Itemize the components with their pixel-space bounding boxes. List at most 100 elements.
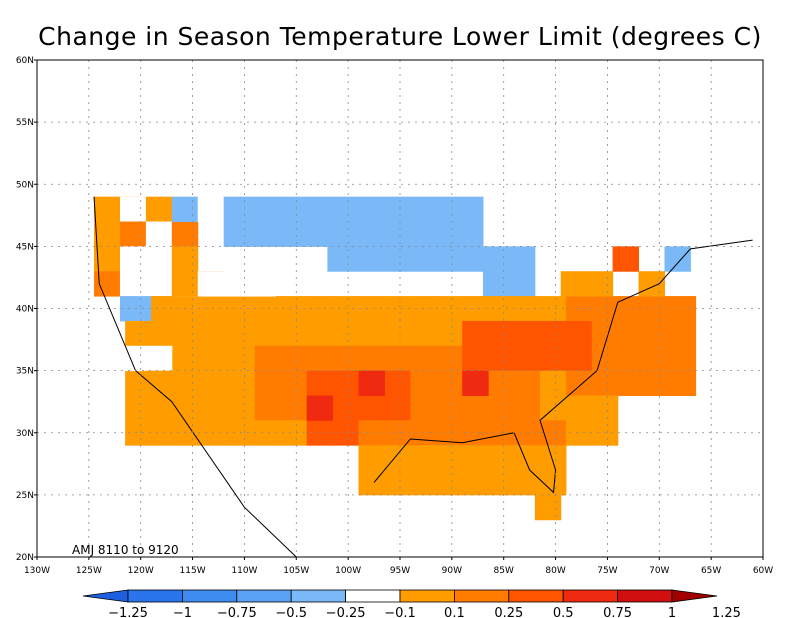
longitude-tick-label: 60W xyxy=(753,566,773,576)
colorbar-swatch xyxy=(508,589,564,603)
grid-cell xyxy=(254,345,282,372)
grid-cell xyxy=(202,320,230,347)
grid-cell xyxy=(358,395,385,421)
grid-cell xyxy=(617,370,645,396)
grid-cell xyxy=(145,221,173,247)
grid-cell xyxy=(384,445,411,471)
grid-cell xyxy=(280,345,308,372)
grid-cell xyxy=(332,320,360,347)
grid-cell xyxy=(145,196,173,223)
gulf-east-coast xyxy=(373,239,753,494)
grid-cell xyxy=(565,320,593,347)
grid-cell xyxy=(171,196,199,223)
colorbar-label: 0.5 xyxy=(553,606,574,618)
colorbar-label: −0.1 xyxy=(384,606,416,618)
grid-cell xyxy=(565,395,593,421)
grid-cell xyxy=(384,470,411,496)
grid-cell xyxy=(358,320,385,347)
grid-cell xyxy=(177,320,204,347)
grid-cell xyxy=(436,345,463,372)
coastlines xyxy=(93,196,753,558)
grid-cell xyxy=(488,320,515,347)
grid-cell xyxy=(462,395,489,421)
map-title: Change in Season Temperature Lower Limit… xyxy=(38,22,762,51)
grid-cell xyxy=(462,445,489,471)
grid-cell xyxy=(488,370,515,396)
grid-cell xyxy=(591,345,619,372)
grid-cell xyxy=(125,320,152,347)
gridlines xyxy=(37,60,763,557)
colorbar-swatch xyxy=(345,589,401,603)
grid-cell xyxy=(488,395,515,421)
colorbar-label: −1 xyxy=(173,606,192,618)
grid-cell xyxy=(249,271,277,297)
colorbar-label: 0.1 xyxy=(444,606,465,618)
grid-cell xyxy=(591,320,619,347)
grid-cell xyxy=(488,445,515,471)
grid-cell xyxy=(514,345,541,372)
grid-cell xyxy=(119,221,147,247)
latitude-tick-label: 35N xyxy=(16,367,34,377)
grid-cell xyxy=(410,470,437,496)
longitude-tick-label: 125W xyxy=(76,566,102,576)
grid-cell xyxy=(280,296,308,322)
grid-cell xyxy=(228,370,256,396)
grid-cell xyxy=(358,445,385,471)
grid-cell xyxy=(280,370,308,396)
grid-cell xyxy=(617,345,645,372)
longitude-tick-label: 100W xyxy=(335,566,361,576)
colorbar-label: 1.25 xyxy=(712,606,741,618)
colorbar-swatch xyxy=(236,589,292,603)
longitude-tick-label: 110W xyxy=(231,566,257,576)
grid-cell xyxy=(612,246,640,272)
longitude-tick-label: 75W xyxy=(597,566,617,576)
latitude-labels: 20N 25N 30N 35N 40N 45N 50N 55N 60N xyxy=(16,56,37,563)
period-label: AMJ 8110 to 9120 xyxy=(72,543,179,557)
grid-cell xyxy=(306,345,334,372)
grid-cell xyxy=(436,395,463,421)
grid-cell xyxy=(332,395,360,421)
grid-cells xyxy=(94,196,697,521)
latitude-tick-label: 20N xyxy=(16,553,34,563)
grid-cell xyxy=(202,370,230,396)
grid-cell xyxy=(228,345,256,372)
grid-cell xyxy=(410,395,437,421)
grid-cell xyxy=(540,320,567,347)
longitude-tick-label: 120W xyxy=(128,566,154,576)
grid-cell xyxy=(151,320,178,347)
grid-cell xyxy=(436,370,463,396)
grid-cell xyxy=(228,420,256,446)
grid-cell xyxy=(560,271,614,297)
grid-cell xyxy=(643,320,671,347)
longitude-tick-label: 80W xyxy=(545,566,565,576)
latitude-tick-label: 55N xyxy=(16,118,34,128)
grid-cell xyxy=(202,420,230,446)
grid-cell xyxy=(410,445,437,471)
grid-cell xyxy=(384,320,411,347)
grid-cell xyxy=(591,370,619,396)
grid-cell xyxy=(565,370,593,396)
longitude-tick-label: 130W xyxy=(24,566,50,576)
grid-cell xyxy=(669,370,697,396)
grid-cell xyxy=(228,395,256,421)
grid-cell xyxy=(643,370,671,396)
longitude-tick-label: 70W xyxy=(649,566,669,576)
latitude-tick-label: 50N xyxy=(16,180,34,190)
grid-cell xyxy=(228,320,256,347)
grid-cell xyxy=(254,370,282,396)
grid-cell xyxy=(669,320,697,347)
grid-cell xyxy=(280,320,308,347)
grid-cell xyxy=(332,345,360,372)
longitude-labels: 130W 125W 120W 115W 110W 105W 100W 95W 90W 85W 80W… xyxy=(24,557,773,576)
grid-cell xyxy=(384,370,411,396)
grid-cell xyxy=(664,246,691,272)
grid-cell xyxy=(306,370,334,396)
grid-cell xyxy=(94,271,121,297)
grid-cell xyxy=(514,445,541,471)
grid-cell xyxy=(171,221,199,247)
grid-cell xyxy=(223,221,277,247)
longitude-tick-label: 105W xyxy=(283,566,309,576)
grid-cell xyxy=(410,370,437,396)
grid-cell xyxy=(358,370,385,396)
